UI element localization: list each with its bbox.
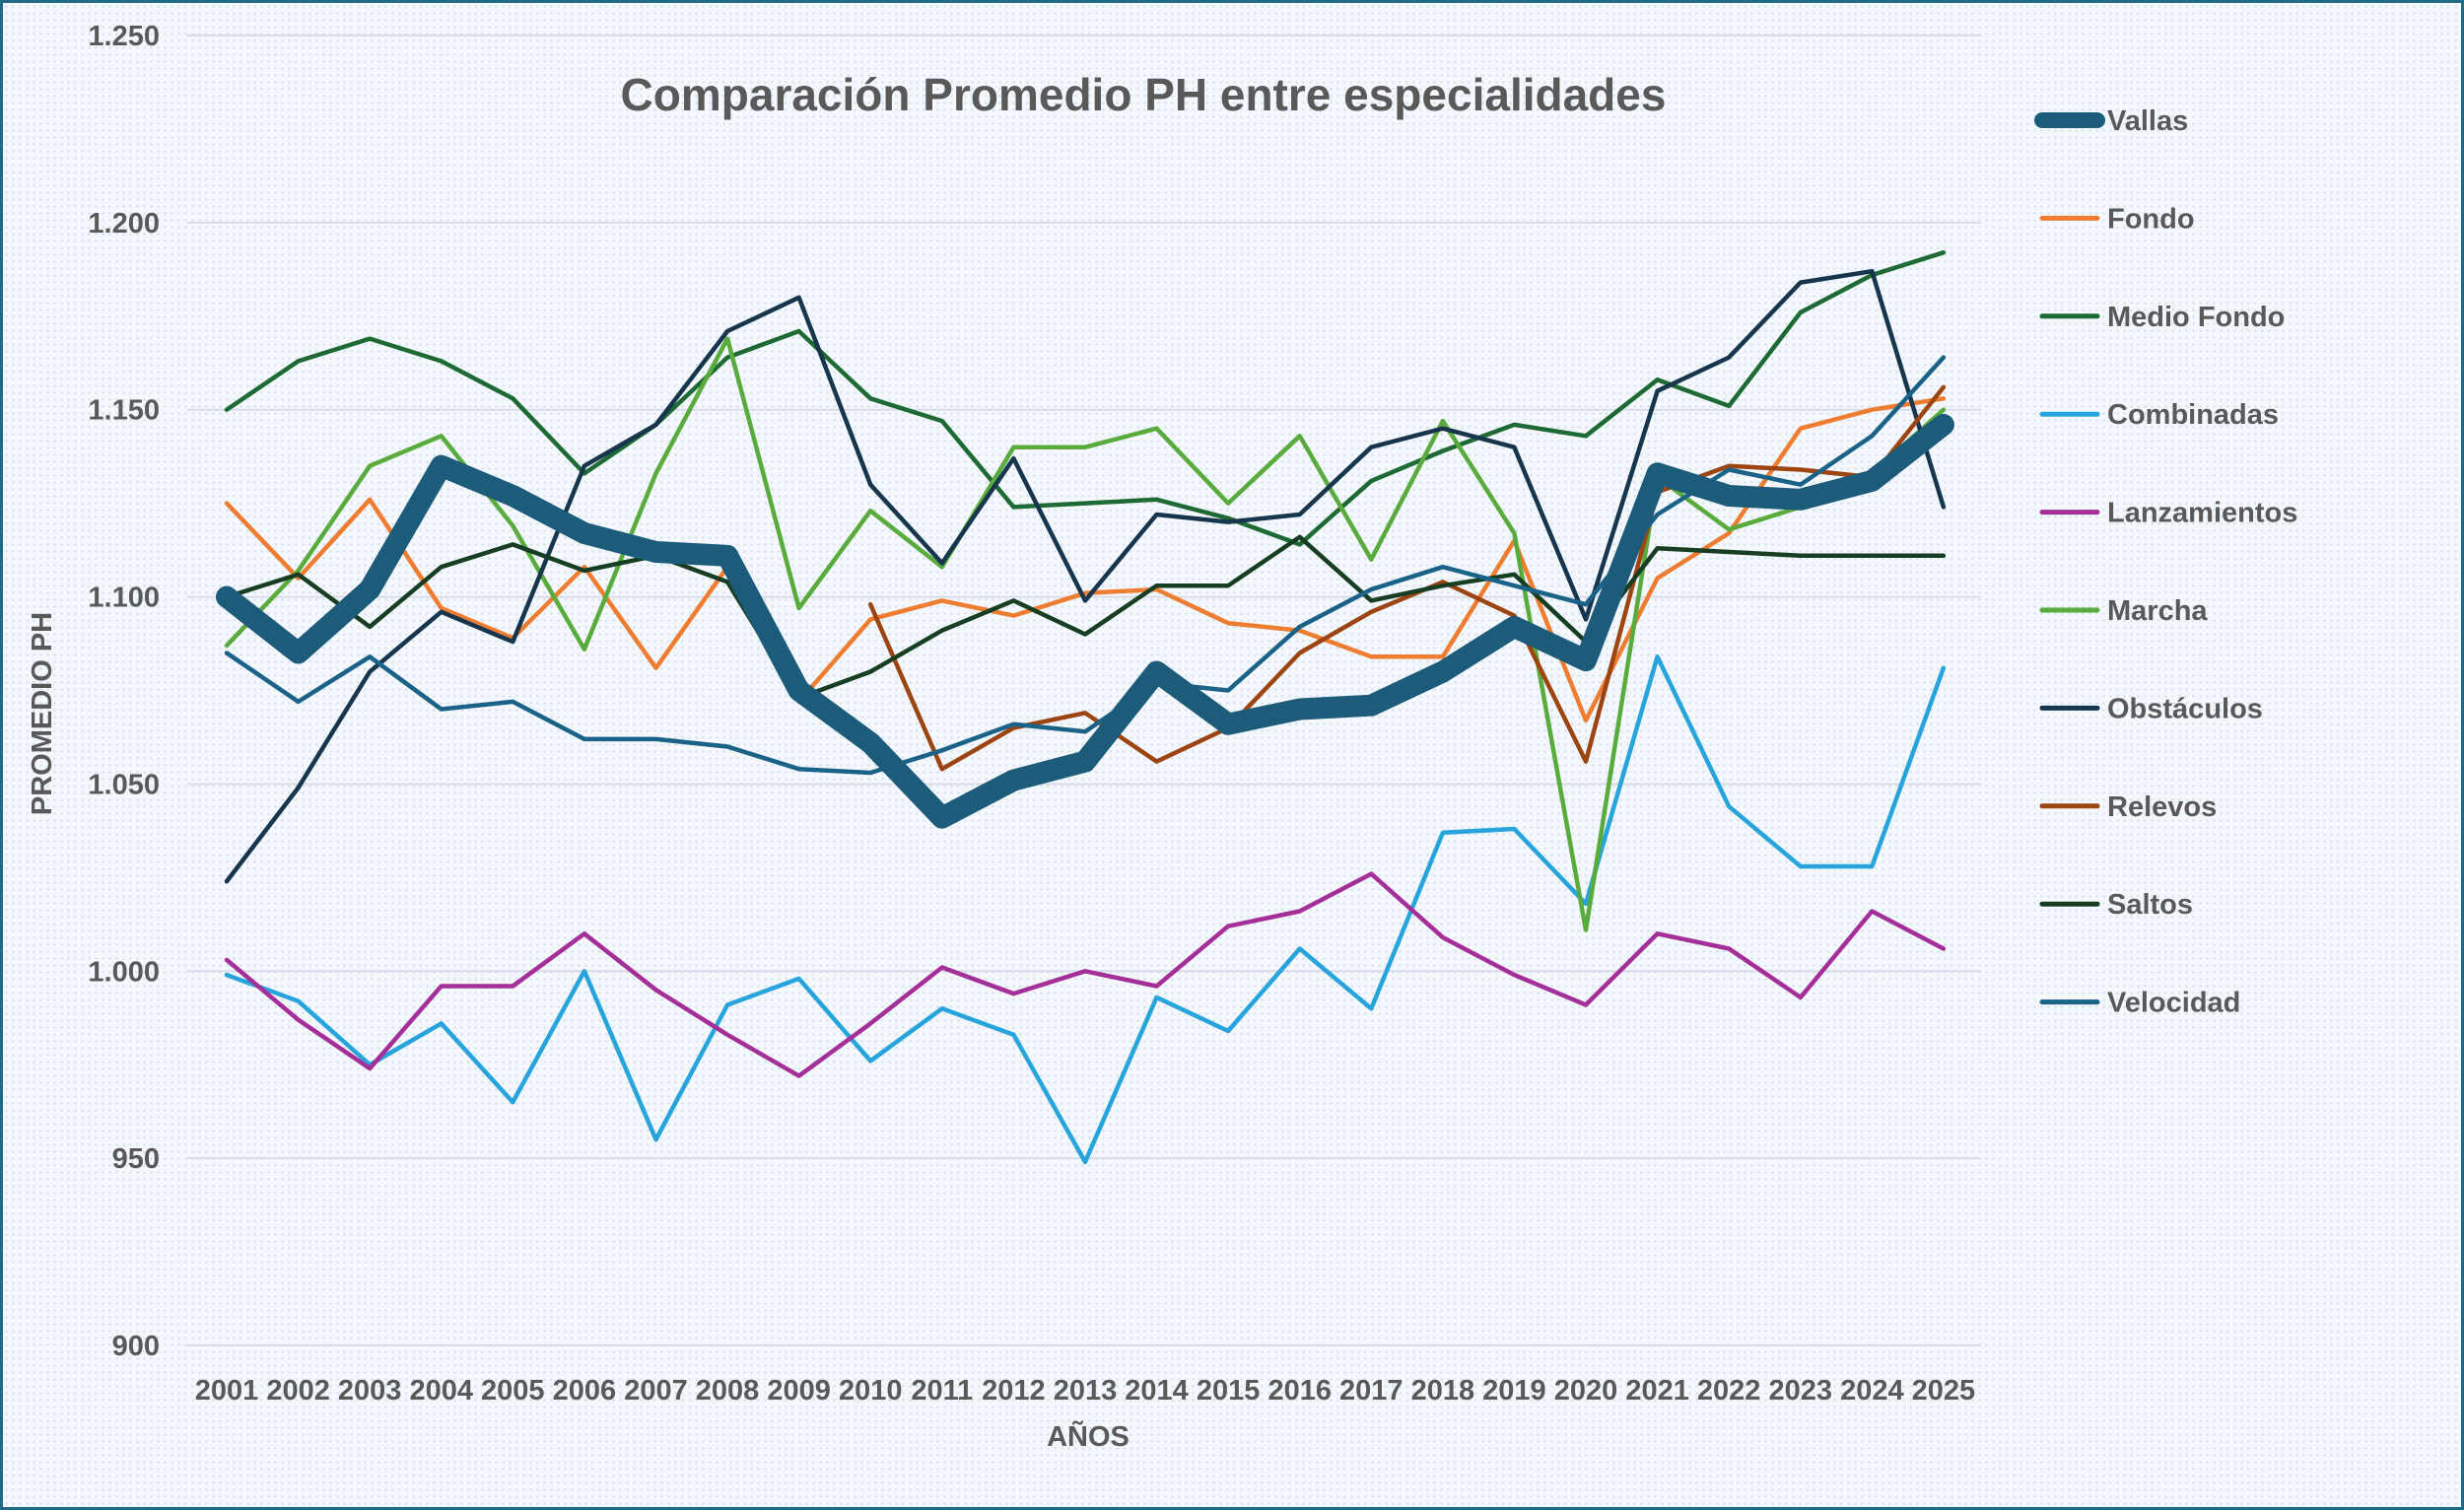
legend-label-combinadas: Combinadas	[2107, 399, 2279, 431]
series-line-velocidad	[224, 355, 1947, 776]
legend-label-relevos: Relevos	[2107, 791, 2217, 823]
series-line-saltos	[224, 534, 1947, 701]
x-tick-label: 2012	[982, 1375, 1046, 1407]
x-tick-label: 2010	[839, 1375, 903, 1407]
series-line-vallas	[216, 413, 1954, 829]
legend-label-marcha: Marcha	[2107, 595, 2208, 627]
y-tick-label: 950	[112, 1143, 160, 1175]
x-tick-label: 2009	[767, 1375, 831, 1407]
y-tick-label: 1.050	[88, 769, 160, 800]
legend-label-velocidad: Velocidad	[2107, 988, 2240, 1019]
x-tick-label: 2011	[911, 1375, 973, 1407]
x-axis-label: AÑOS	[1047, 1419, 1129, 1453]
y-axis-ticks: 900 950 1.000 1.050 1.100 1.150 1.200 1.250	[88, 21, 160, 1362]
x-tick-label: 2020	[1554, 1375, 1618, 1407]
x-tick-label: 2023	[1769, 1375, 1833, 1407]
legend-label-medio-fondo: Medio Fondo	[2107, 302, 2285, 333]
x-tick-label: 2014	[1125, 1375, 1189, 1407]
y-axis-label: PROMEDIO PH	[27, 612, 58, 815]
x-tick-label: 2015	[1197, 1375, 1261, 1407]
x-tick-label: 2002	[266, 1375, 330, 1407]
x-axis-ticks: 2001 2002 2003 2004 2005 2006 2007 2008 2009 2010…	[195, 1375, 1975, 1407]
y-tick-label: 900	[112, 1331, 160, 1362]
legend-label-vallas: Vallas	[2107, 105, 2188, 137]
x-tick-label: 2024	[1840, 1375, 1904, 1407]
x-tick-label: 2018	[1411, 1375, 1475, 1407]
series-line-relevos	[867, 384, 1947, 772]
y-tick-label: 1.250	[88, 21, 160, 52]
x-tick-label: 2001	[195, 1375, 259, 1407]
x-tick-label: 2003	[338, 1375, 402, 1407]
y-tick-label: 1.100	[88, 583, 160, 614]
legend-label-saltos: Saltos	[2107, 889, 2193, 921]
x-tick-label: 2013	[1054, 1375, 1118, 1407]
series-line-combinadas	[224, 654, 1947, 1165]
x-tick-label: 2017	[1339, 1375, 1403, 1407]
x-tick-label: 2008	[696, 1375, 760, 1407]
x-tick-label: 2016	[1267, 1375, 1332, 1407]
x-tick-label: 2007	[624, 1375, 688, 1407]
series-line-obstaculos	[224, 268, 1947, 884]
series-line-medio-fondo	[224, 249, 1947, 547]
chart-title: Comparación Promedio PH entre especialid…	[621, 69, 1667, 120]
x-tick-label: 2021	[1625, 1375, 1689, 1407]
series-lines	[216, 249, 1954, 1165]
y-tick-label: 1.150	[88, 395, 160, 427]
y-tick-label: 1.200	[88, 208, 160, 240]
x-tick-label: 2022	[1697, 1375, 1761, 1407]
x-tick-label: 2004	[409, 1375, 473, 1407]
x-tick-label: 2005	[481, 1375, 545, 1407]
legend-label-lanzamientos: Lanzamientos	[2107, 498, 2297, 529]
x-tick-label: 2025	[1912, 1375, 1976, 1407]
series-line-lanzamientos	[224, 871, 1947, 1078]
gridlines	[187, 34, 1981, 1346]
x-tick-label: 2019	[1482, 1375, 1546, 1407]
y-tick-label: 1.000	[88, 956, 160, 988]
legend: Vallas Fondo Medio Fondo Combinadas Lanzamie…	[2034, 105, 2297, 1019]
x-tick-label: 2006	[553, 1375, 617, 1407]
legend-label-obstaculos: Obstáculos	[2107, 693, 2263, 724]
legend-label-fondo: Fondo	[2107, 203, 2195, 235]
